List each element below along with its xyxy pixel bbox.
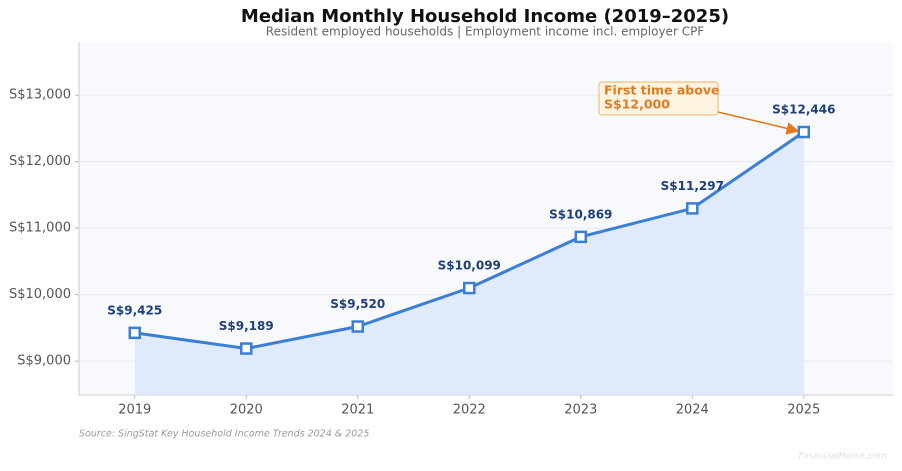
annotation-arrow — [717, 111, 800, 135]
chart-title: Median Monthly Household Income (2019–20… — [241, 6, 729, 27]
marker — [128, 326, 142, 340]
y-tick-label: S$10,000 — [9, 287, 71, 302]
watermark: FinancialHorse.com — [799, 452, 888, 462]
x-tick-label: 2020 — [230, 403, 263, 418]
source-note: Source: SingStat Key Household Income Tr… — [79, 429, 369, 440]
x-tick-label: 2022 — [453, 403, 486, 418]
data-label: S$9,520 — [330, 297, 385, 311]
data-label: S$10,869 — [549, 207, 612, 221]
marker — [463, 281, 476, 295]
y-tick-label: S$13,000 — [9, 88, 71, 103]
y-tick-label: S$12,000 — [9, 154, 71, 169]
x-tick-label: 2021 — [341, 403, 374, 418]
data-label: S$12,446 — [772, 103, 835, 117]
marker — [686, 202, 699, 215]
data-label: S$10,099 — [438, 259, 501, 273]
data-label: S$9,189 — [219, 319, 274, 333]
annotation-text: First time above — [604, 83, 719, 98]
area — [134, 132, 804, 396]
y-tick-label: S$11,000 — [9, 221, 71, 236]
x-tick-label: 2019 — [118, 403, 151, 418]
x-tick-label: 2023 — [564, 403, 597, 418]
y-tick-label: S$9,000 — [17, 354, 71, 369]
marker — [351, 320, 365, 333]
x-tick-label: 2025 — [787, 403, 820, 418]
data-label: S$9,425 — [107, 303, 162, 317]
x-tick-label: 2024 — [676, 403, 709, 418]
chart-subtitle: Resident employed households | Employmen… — [266, 25, 705, 39]
annotation-box — [598, 81, 719, 116]
marker — [797, 125, 811, 139]
marker — [574, 230, 588, 244]
annotation-text: S$12,000 — [604, 97, 670, 112]
data-label: S$11,297 — [661, 179, 724, 193]
marker — [240, 342, 253, 355]
